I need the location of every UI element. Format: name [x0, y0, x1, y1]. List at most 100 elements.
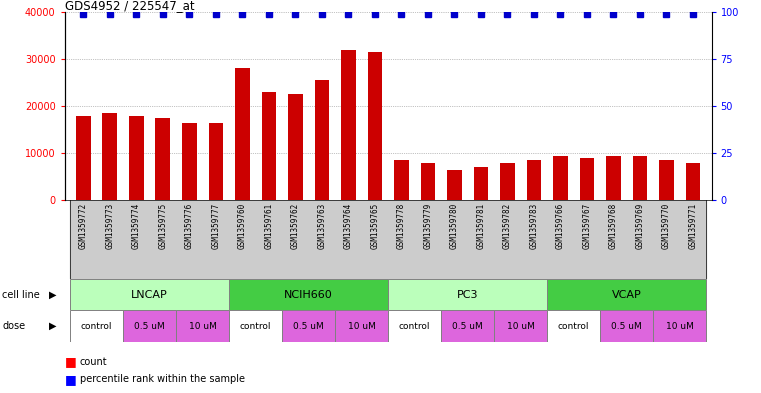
Bar — [473, 167, 489, 200]
Bar — [627, 200, 653, 279]
Bar — [149, 200, 176, 279]
Bar — [97, 200, 123, 279]
Text: count: count — [80, 356, 107, 367]
Bar — [659, 160, 673, 200]
Bar — [441, 310, 494, 342]
Bar — [521, 200, 547, 279]
Text: GSM1359771: GSM1359771 — [689, 203, 698, 249]
Text: GSM1359776: GSM1359776 — [185, 203, 194, 249]
Bar — [209, 123, 223, 200]
Text: control: control — [81, 322, 112, 331]
Text: GSM1359772: GSM1359772 — [78, 203, 88, 249]
Bar — [686, 163, 700, 200]
Bar — [229, 279, 388, 310]
Text: GSM1359773: GSM1359773 — [105, 203, 114, 249]
Bar — [76, 116, 91, 200]
Bar — [314, 80, 329, 200]
Text: GSM1359775: GSM1359775 — [158, 203, 167, 249]
Text: GSM1359783: GSM1359783 — [530, 203, 539, 249]
Bar — [547, 279, 706, 310]
Bar — [388, 310, 441, 342]
Bar — [288, 94, 303, 200]
Text: GDS4952 / 225547_at: GDS4952 / 225547_at — [65, 0, 194, 12]
Bar — [202, 200, 229, 279]
Bar — [176, 310, 229, 342]
Bar — [494, 200, 521, 279]
Text: GSM1359766: GSM1359766 — [556, 203, 565, 249]
Text: LNCAP: LNCAP — [131, 290, 168, 300]
Bar — [421, 163, 435, 200]
Bar — [447, 170, 462, 200]
Bar — [607, 156, 621, 200]
Text: 0.5 uM: 0.5 uM — [611, 322, 642, 331]
Text: 10 uM: 10 uM — [348, 322, 375, 331]
Text: GSM1359777: GSM1359777 — [212, 203, 220, 249]
Text: GSM1359770: GSM1359770 — [662, 203, 671, 249]
Text: GSM1359778: GSM1359778 — [397, 203, 406, 249]
Bar — [547, 310, 600, 342]
Text: GSM1359764: GSM1359764 — [344, 203, 353, 249]
Bar — [70, 279, 229, 310]
Bar — [468, 200, 494, 279]
Bar — [600, 310, 653, 342]
Text: ▶: ▶ — [49, 321, 57, 331]
Bar — [335, 310, 388, 342]
Bar — [394, 160, 409, 200]
Text: ■: ■ — [65, 355, 76, 368]
Bar — [335, 200, 361, 279]
Text: 10 uM: 10 uM — [666, 322, 694, 331]
Text: control: control — [399, 322, 431, 331]
Bar — [547, 200, 574, 279]
Bar — [632, 156, 648, 200]
Bar — [123, 200, 149, 279]
Text: GSM1359763: GSM1359763 — [317, 203, 326, 249]
Text: 0.5 uM: 0.5 uM — [293, 322, 324, 331]
Text: GSM1359762: GSM1359762 — [291, 203, 300, 249]
Bar — [441, 200, 468, 279]
Text: GSM1359768: GSM1359768 — [609, 203, 618, 249]
Text: GSM1359769: GSM1359769 — [635, 203, 645, 249]
Text: 10 uM: 10 uM — [189, 322, 216, 331]
Bar — [653, 200, 680, 279]
Text: NCIH660: NCIH660 — [284, 290, 333, 300]
Bar — [415, 200, 441, 279]
Bar — [262, 92, 276, 200]
Text: control: control — [240, 322, 272, 331]
Bar — [388, 279, 547, 310]
Bar — [574, 200, 600, 279]
Text: PC3: PC3 — [457, 290, 479, 300]
Text: GSM1359780: GSM1359780 — [450, 203, 459, 249]
Bar — [229, 310, 282, 342]
Bar — [182, 123, 196, 200]
Text: dose: dose — [2, 321, 25, 331]
Text: GSM1359781: GSM1359781 — [476, 203, 486, 249]
Text: GSM1359779: GSM1359779 — [423, 203, 432, 249]
Text: GSM1359761: GSM1359761 — [264, 203, 273, 249]
Bar — [527, 160, 541, 200]
Bar — [229, 200, 256, 279]
Bar — [553, 156, 568, 200]
Text: 0.5 uM: 0.5 uM — [452, 322, 483, 331]
Bar — [129, 116, 144, 200]
Text: percentile rank within the sample: percentile rank within the sample — [80, 374, 245, 384]
Bar — [494, 310, 547, 342]
Text: GSM1359774: GSM1359774 — [132, 203, 141, 249]
Bar — [308, 200, 335, 279]
Bar — [580, 158, 594, 200]
Text: control: control — [558, 322, 590, 331]
Text: ▶: ▶ — [49, 290, 57, 300]
Bar — [341, 50, 355, 200]
Bar — [388, 200, 415, 279]
Bar — [653, 310, 706, 342]
Text: cell line: cell line — [2, 290, 40, 300]
Bar — [600, 200, 627, 279]
Text: VCAP: VCAP — [612, 290, 642, 300]
Bar — [361, 200, 388, 279]
Text: ■: ■ — [65, 373, 76, 386]
Bar — [282, 200, 308, 279]
Bar — [176, 200, 202, 279]
Bar — [103, 113, 117, 200]
Text: 0.5 uM: 0.5 uM — [134, 322, 165, 331]
Text: GSM1359767: GSM1359767 — [582, 203, 591, 249]
Bar — [680, 200, 706, 279]
